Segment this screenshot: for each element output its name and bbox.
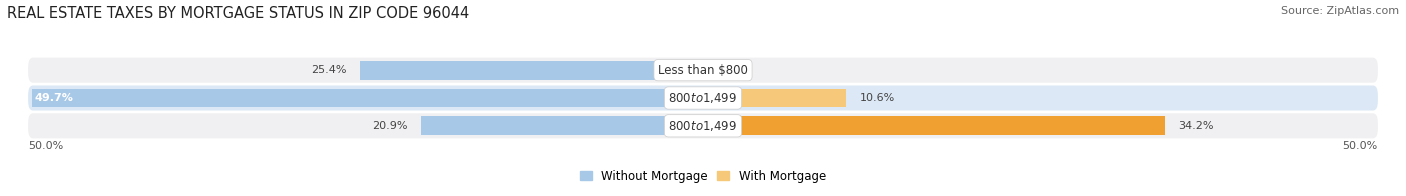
Text: $800 to $1,499: $800 to $1,499 (668, 91, 738, 105)
Bar (703, 116, 1164, 135)
Bar (703, 89, 846, 107)
Text: 20.9%: 20.9% (373, 121, 408, 131)
Text: 0.0%: 0.0% (717, 65, 745, 75)
Text: 25.4%: 25.4% (311, 65, 347, 75)
Bar (360, 61, 703, 80)
Text: Less than $800: Less than $800 (658, 64, 748, 77)
Legend: Without Mortgage, With Mortgage: Without Mortgage, With Mortgage (581, 170, 825, 183)
Text: 34.2%: 34.2% (1178, 121, 1213, 131)
FancyBboxPatch shape (28, 85, 1378, 111)
Bar (32, 89, 703, 107)
FancyBboxPatch shape (28, 113, 1378, 138)
Bar (420, 116, 703, 135)
Text: 49.7%: 49.7% (35, 93, 73, 103)
Text: 10.6%: 10.6% (859, 93, 894, 103)
Text: 50.0%: 50.0% (28, 141, 63, 151)
Text: REAL ESTATE TAXES BY MORTGAGE STATUS IN ZIP CODE 96044: REAL ESTATE TAXES BY MORTGAGE STATUS IN … (7, 6, 470, 21)
FancyBboxPatch shape (28, 58, 1378, 83)
Text: $800 to $1,499: $800 to $1,499 (668, 119, 738, 133)
Text: 50.0%: 50.0% (1343, 141, 1378, 151)
Text: Source: ZipAtlas.com: Source: ZipAtlas.com (1281, 6, 1399, 16)
